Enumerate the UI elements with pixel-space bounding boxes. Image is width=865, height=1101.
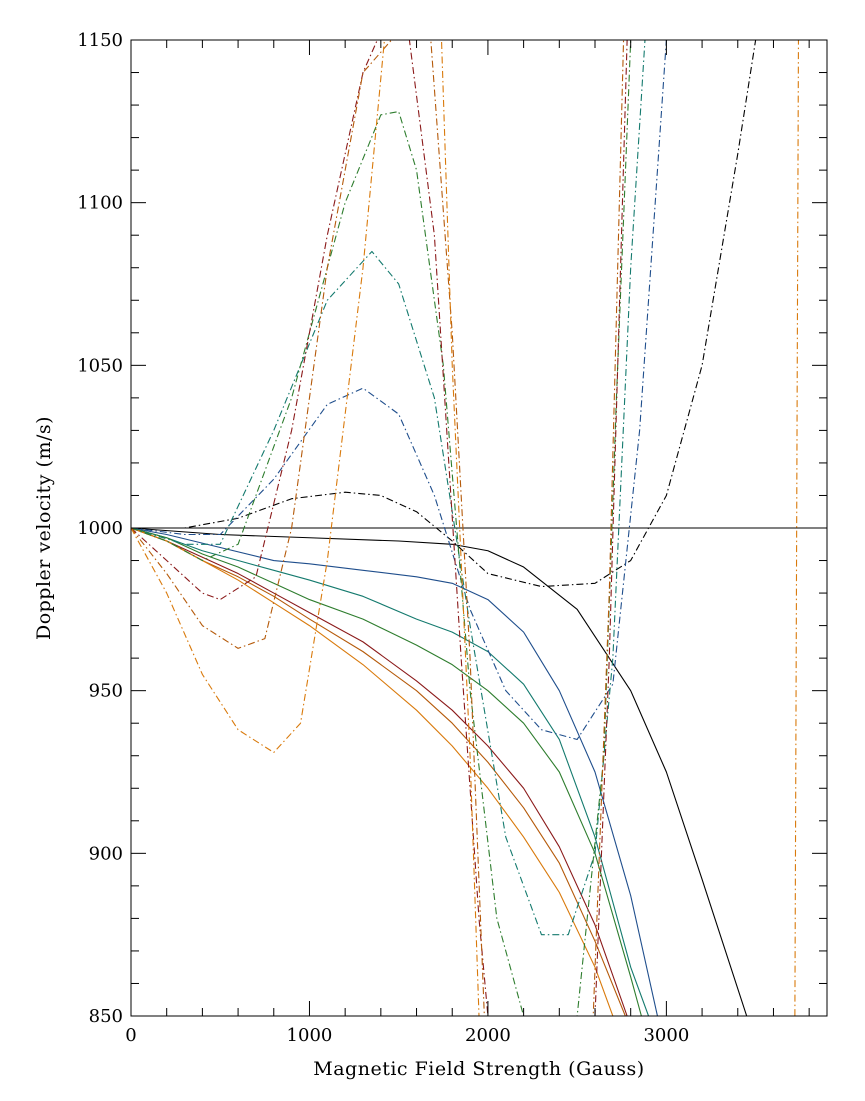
y-tick-label: 950 <box>89 681 123 702</box>
label-layer: 0 1000 2000 3000 850 900 950 1000 1050 1100 1150 <box>77 30 689 1046</box>
series-line-10 <box>131 40 757 588</box>
x-tick-label: 2000 <box>465 1025 511 1046</box>
series-line-16 <box>131 40 799 1016</box>
series-line-9 <box>131 527 614 1016</box>
series-line-7 <box>131 527 628 1016</box>
y-tick-label: 1100 <box>77 193 123 214</box>
y-tick-label: 1050 <box>77 355 123 376</box>
x-tick-label: 0 <box>125 1025 136 1046</box>
series-line-5 <box>131 527 650 1016</box>
y-axis-title: Doppler velocity (m/s) <box>33 416 55 640</box>
series-line-11 <box>131 40 667 741</box>
series-line-3 <box>131 527 748 1016</box>
y-tick-label: 900 <box>89 843 123 864</box>
series-line-4 <box>131 527 658 1016</box>
x-axis-title: Magnetic Field Strength (Gauss) <box>313 1058 644 1080</box>
series-line-13 <box>131 40 632 1016</box>
series-layer <box>131 40 827 1016</box>
y-tick-label: 1150 <box>77 30 123 51</box>
series-line-12 <box>131 40 646 936</box>
y-tick-label: 850 <box>89 1006 123 1027</box>
x-tick-label: 3000 <box>643 1025 689 1046</box>
series-line-6 <box>131 527 642 1016</box>
series-line-8 <box>131 527 626 1016</box>
tick-layer <box>130 39 827 1017</box>
series-line-15 <box>131 40 625 1016</box>
x-tick-label: 1000 <box>287 1025 333 1046</box>
y-tick-label: 1000 <box>77 518 123 539</box>
